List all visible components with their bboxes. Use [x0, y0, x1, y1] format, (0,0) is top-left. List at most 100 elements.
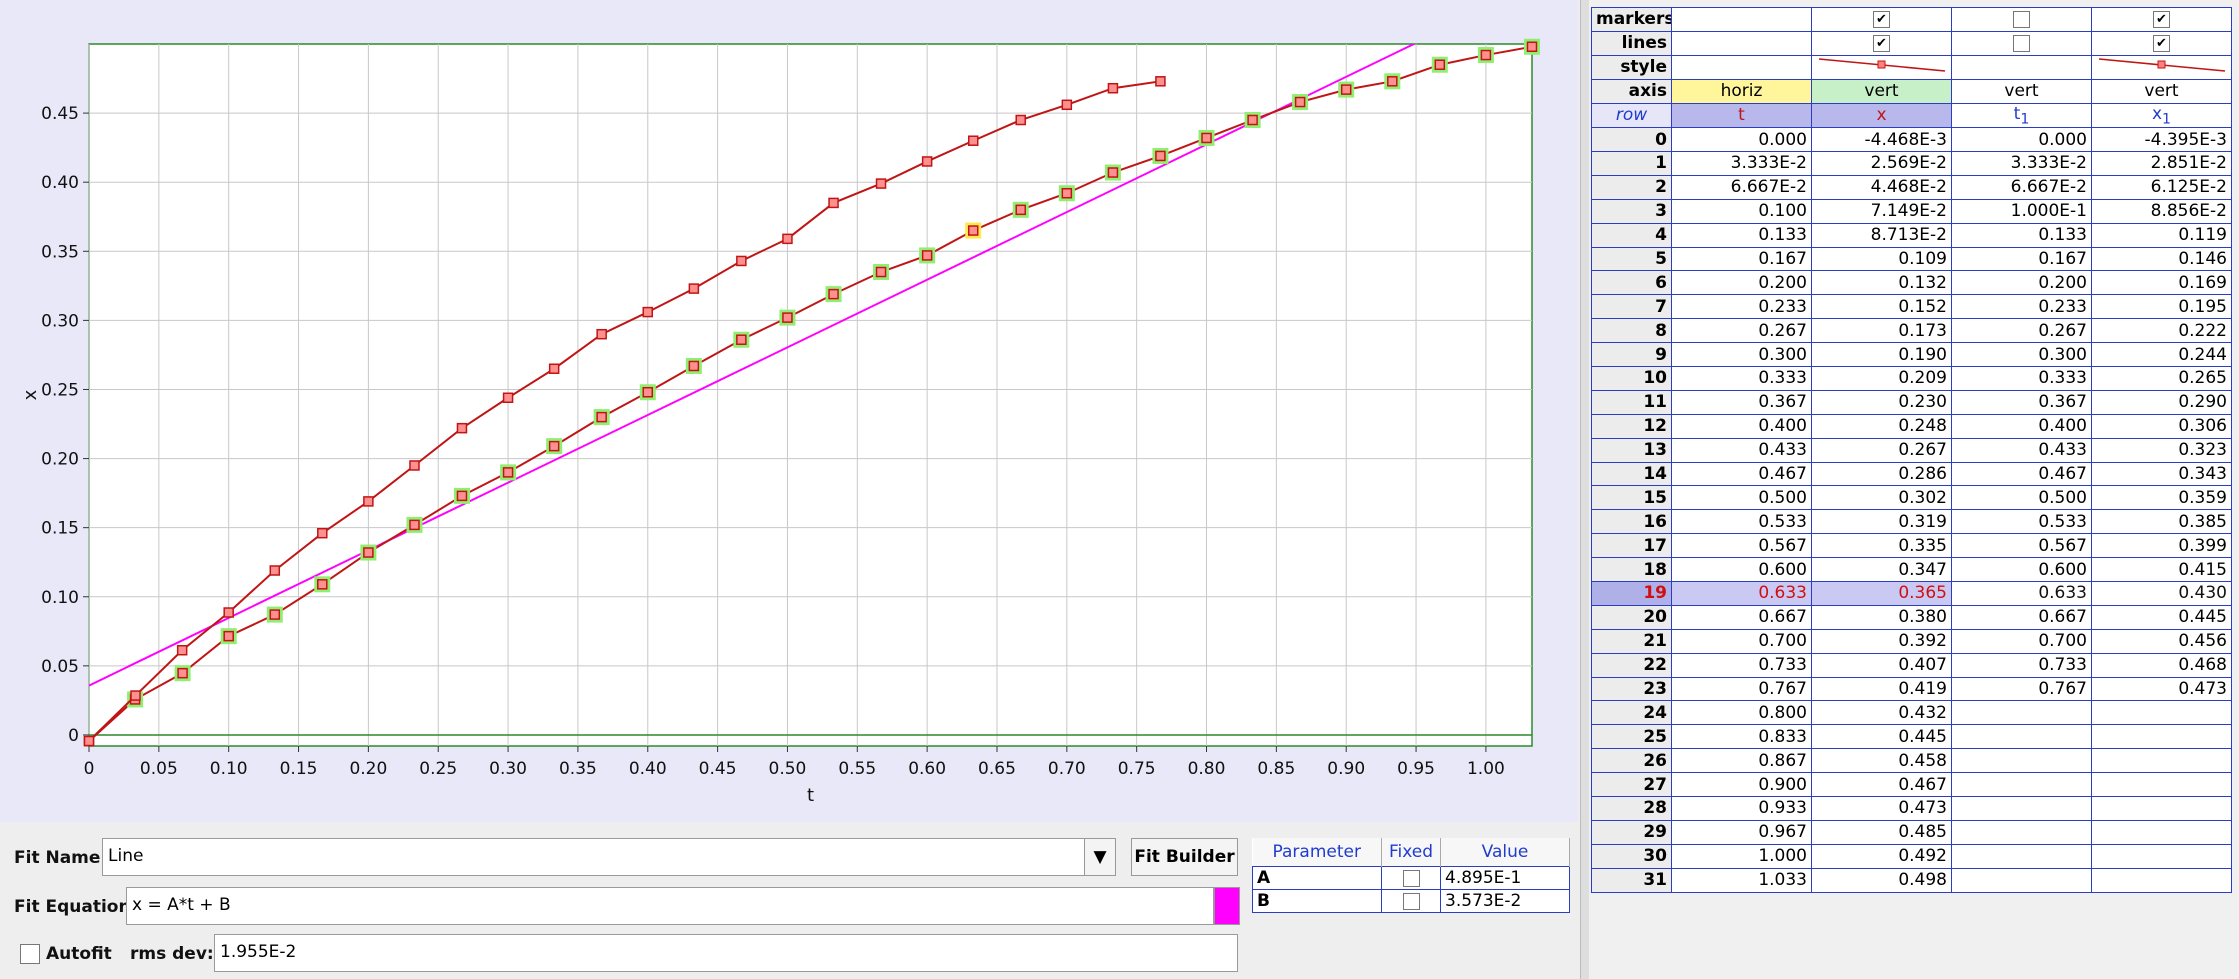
- data-point[interactable]: [828, 288, 839, 300]
- data-point[interactable]: [596, 411, 607, 423]
- lines-cell[interactable]: [1951, 30, 2092, 56]
- table-cell[interactable]: 0.833: [1671, 724, 1812, 750]
- data-table[interactable]: markers ✔ ✔ lines ✔ ✔ style axis horiz v…: [1591, 7, 2232, 893]
- table-cell[interactable]: 1.000: [1671, 843, 1812, 869]
- axis-cell-vert[interactable]: vert: [1951, 78, 2092, 104]
- fit-builder-button[interactable]: Fit Builder: [1131, 838, 1238, 876]
- style-cell[interactable]: [2091, 54, 2232, 80]
- table-row[interactable]: 8 0.267 0.173 0.267 0.222: [1591, 318, 2232, 344]
- table-row[interactable]: 9 0.300 0.190 0.300 0.244: [1591, 342, 2232, 367]
- table-cell[interactable]: 0.333: [1951, 365, 2092, 391]
- table-cell[interactable]: 0.333: [1671, 365, 1812, 391]
- table-row[interactable]: 17 0.567 0.335 0.567 0.399: [1591, 533, 2232, 559]
- table-cell[interactable]: 0.456: [2091, 628, 2232, 654]
- fit-name-dropdown[interactable]: Line: [102, 838, 1114, 876]
- table-cell[interactable]: 0.492: [1811, 843, 1952, 869]
- data-point[interactable]: [548, 363, 560, 374]
- table-cell[interactable]: 0.633: [1671, 580, 1812, 606]
- table-cell[interactable]: 0.233: [1671, 294, 1812, 320]
- table-cell[interactable]: 0.600: [1671, 557, 1812, 582]
- table-cell[interactable]: 0.300: [1671, 342, 1812, 367]
- table-cell[interactable]: 0.267: [1671, 318, 1812, 344]
- data-point[interactable]: [782, 233, 793, 245]
- table-row[interactable]: 5 0.167 0.109 0.167 0.146: [1591, 246, 2232, 272]
- table-row[interactable]: 22 0.733 0.407 0.733 0.468: [1591, 652, 2232, 678]
- data-point[interactable]: [1015, 204, 1026, 216]
- data-point[interactable]: [1247, 114, 1258, 126]
- data-point[interactable]: [642, 386, 654, 398]
- table-row[interactable]: 7 0.233 0.152 0.233 0.195: [1591, 294, 2232, 320]
- table-cell[interactable]: 0.467: [1811, 772, 1952, 797]
- data-point[interactable]: [875, 178, 887, 189]
- table-cell[interactable]: -4.395E-3: [2091, 127, 2232, 152]
- table-cell[interactable]: 0.445: [2091, 604, 2232, 630]
- table-row[interactable]: 11 0.367 0.230 0.367 0.290: [1591, 389, 2232, 415]
- table-cell[interactable]: 0.133: [1671, 222, 1812, 248]
- table-cell[interactable]: [2091, 748, 2232, 774]
- table-cell[interactable]: 1.000E-1: [1951, 198, 2092, 224]
- table-cell[interactable]: 0.800: [1671, 700, 1812, 726]
- table-row[interactable]: 16 0.533 0.319 0.533 0.385: [1591, 509, 2232, 535]
- data-point[interactable]: [1434, 59, 1446, 70]
- plot-area[interactable]: [88, 43, 1533, 747]
- table-cell[interactable]: 0.367: [1951, 389, 2092, 415]
- table-cell[interactable]: 0.419: [1811, 676, 1952, 702]
- column-header-t1[interactable]: t1: [1951, 102, 2092, 129]
- table-row[interactable]: 30 1.000 0.492: [1591, 843, 2232, 869]
- table-cell[interactable]: 0.365: [1811, 580, 1952, 606]
- table-cell[interactable]: 0.133: [1951, 222, 2092, 248]
- data-point[interactable]: [1061, 187, 1073, 199]
- table-cell[interactable]: 2.569E-2: [1811, 150, 1952, 176]
- table-cell[interactable]: [2091, 819, 2232, 845]
- table-cell[interactable]: [2091, 724, 2232, 750]
- data-point[interactable]: [363, 547, 374, 558]
- table-cell[interactable]: 0.000: [1951, 127, 2092, 152]
- table-cell[interactable]: 0.567: [1671, 533, 1812, 559]
- table-cell[interactable]: 0.392: [1811, 628, 1952, 654]
- table-cell[interactable]: 0.399: [2091, 533, 2232, 559]
- data-point[interactable]: [176, 644, 188, 656]
- table-cell[interactable]: [1951, 819, 2092, 845]
- style-cell[interactable]: [1811, 54, 1952, 80]
- parameter-value[interactable]: 3.573E-2: [1440, 889, 1570, 913]
- table-row[interactable]: 2 6.667E-2 4.468E-2 6.667E-2 6.125E-2: [1591, 174, 2232, 200]
- table-cell[interactable]: 0.248: [1811, 413, 1952, 439]
- table-cell[interactable]: 0.109: [1811, 246, 1952, 272]
- table-row[interactable]: 26 0.867 0.458: [1591, 748, 2232, 774]
- table-cell[interactable]: 0.319: [1811, 509, 1952, 535]
- data-point[interactable]: [967, 135, 979, 146]
- table-row[interactable]: 19 0.633 0.365 0.633 0.430: [1591, 580, 2232, 606]
- axis-cell-vert[interactable]: vert: [2091, 78, 2232, 104]
- table-cell[interactable]: 0.380: [1811, 604, 1952, 630]
- table-cell[interactable]: 0.415: [2091, 557, 2232, 582]
- autofit-checkbox[interactable]: [20, 944, 40, 964]
- table-cell[interactable]: 3.333E-2: [1671, 150, 1812, 176]
- data-point[interactable]: [1015, 114, 1026, 126]
- table-cell[interactable]: 0.445: [1811, 724, 1952, 750]
- fixed-checkbox-cell[interactable]: [1381, 889, 1441, 913]
- table-cell[interactable]: 0.385: [2091, 509, 2232, 535]
- fit-equation-field[interactable]: x = A*t + B: [126, 887, 1214, 925]
- data-point[interactable]: [967, 225, 979, 236]
- table-cell[interactable]: 0.306: [2091, 413, 2232, 439]
- table-cell[interactable]: 0.467: [1671, 461, 1812, 487]
- table-cell[interactable]: 0.335: [1811, 533, 1952, 559]
- table-cell[interactable]: [2091, 867, 2232, 893]
- data-point[interactable]: [317, 579, 328, 590]
- table-cell[interactable]: 0.200: [1951, 270, 2092, 296]
- table-row[interactable]: 14 0.467 0.286 0.467 0.343: [1591, 461, 2232, 487]
- data-point[interactable]: [1387, 76, 1398, 87]
- table-cell[interactable]: 0.967: [1671, 819, 1812, 845]
- table-row[interactable]: 21 0.700 0.392 0.700 0.456: [1591, 628, 2232, 654]
- table-row[interactable]: 3 0.100 7.149E-2 1.000E-1 8.856E-2: [1591, 198, 2232, 224]
- table-cell[interactable]: 0.222: [2091, 318, 2232, 344]
- table-row[interactable]: 20 0.667 0.380 0.667 0.445: [1591, 604, 2232, 630]
- table-cell[interactable]: 0.400: [1951, 413, 2092, 439]
- table-cell[interactable]: 0.458: [1811, 748, 1952, 774]
- markers-cell[interactable]: ✔: [1811, 7, 1952, 32]
- table-row[interactable]: 24 0.800 0.432: [1591, 700, 2232, 726]
- table-cell[interactable]: 0.500: [1951, 485, 2092, 511]
- parameter-value[interactable]: 4.895E-1: [1440, 866, 1570, 890]
- data-point[interactable]: [1526, 41, 1538, 53]
- table-cell[interactable]: 0.667: [1671, 604, 1812, 630]
